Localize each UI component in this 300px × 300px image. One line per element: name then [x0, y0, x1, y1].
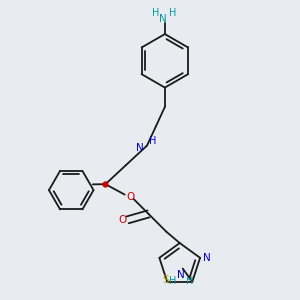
Text: H: H: [186, 276, 194, 286]
Text: N: N: [136, 143, 143, 153]
Text: H: H: [169, 8, 177, 18]
Text: N: N: [203, 253, 211, 263]
Text: H: H: [169, 276, 176, 286]
Text: O: O: [118, 215, 127, 225]
Text: H: H: [152, 8, 159, 18]
Text: N: N: [160, 14, 167, 24]
Text: S: S: [162, 275, 169, 285]
Text: H: H: [149, 136, 156, 146]
Text: O: O: [126, 192, 134, 202]
Text: N: N: [177, 270, 185, 280]
